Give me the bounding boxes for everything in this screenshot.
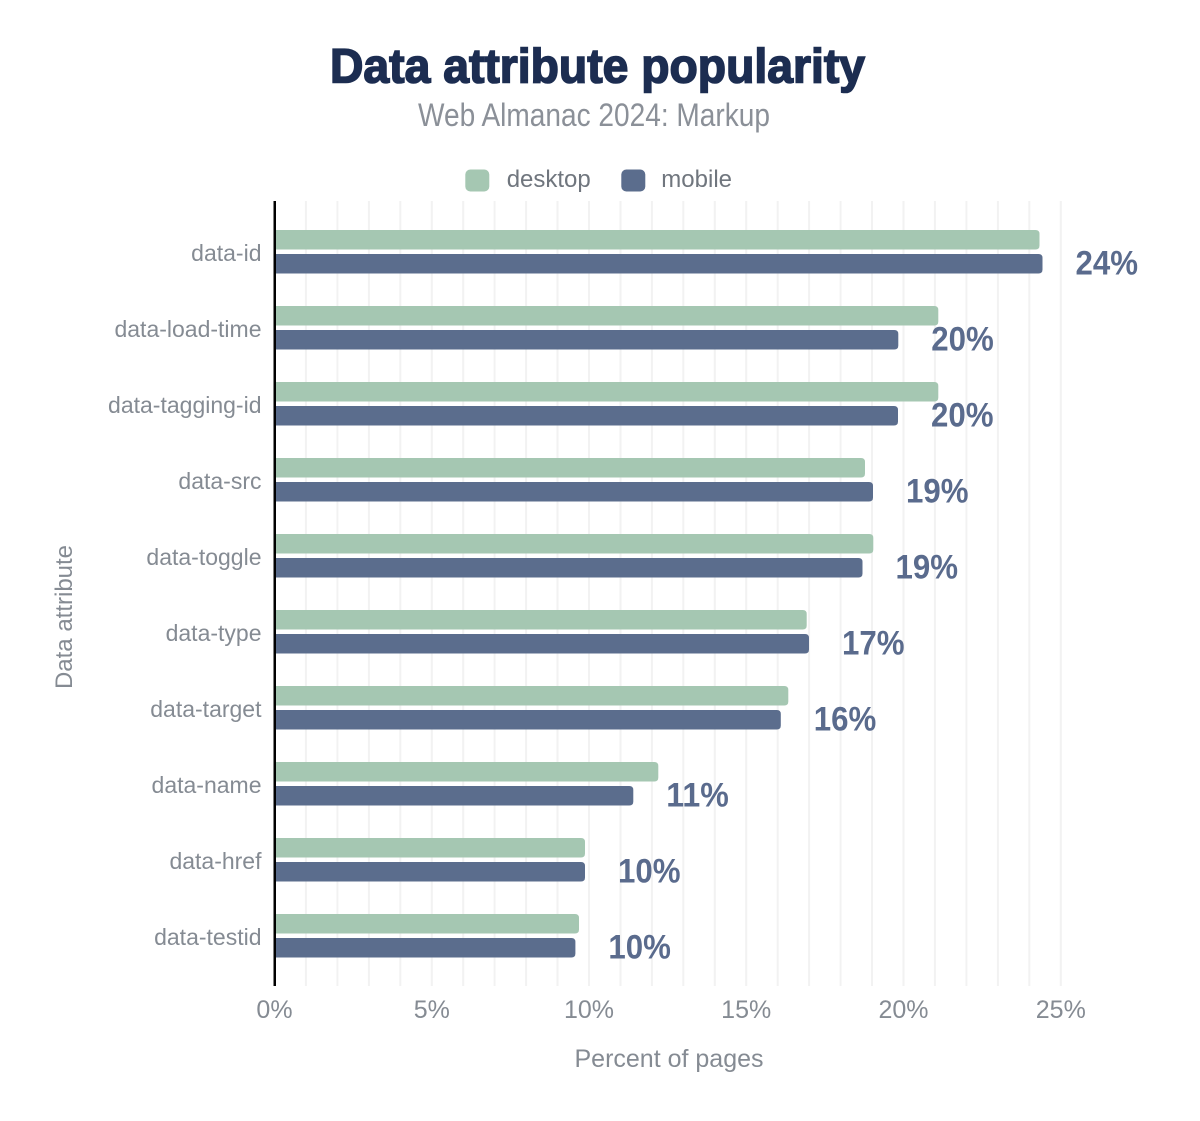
svg-text:data-load-time: data-load-time (114, 316, 261, 342)
svg-text:20%: 20% (878, 996, 928, 1024)
svg-text:mobile: mobile (661, 166, 732, 193)
svg-text:19%: 19% (896, 549, 959, 587)
svg-text:10%: 10% (564, 996, 614, 1024)
svg-text:data-src: data-src (178, 468, 261, 494)
svg-text:19%: 19% (906, 473, 969, 511)
svg-text:5%: 5% (414, 996, 450, 1024)
svg-text:15%: 15% (721, 996, 771, 1024)
svg-text:10%: 10% (618, 853, 681, 891)
svg-text:Percent of pages: Percent of pages (574, 1045, 763, 1073)
svg-text:0%: 0% (256, 996, 292, 1024)
svg-text:data-toggle: data-toggle (146, 544, 261, 570)
svg-text:11%: 11% (666, 777, 729, 815)
svg-text:Data attribute popularity: Data attribute popularity (330, 41, 865, 94)
svg-text:20%: 20% (931, 321, 994, 359)
svg-text:Data attribute: Data attribute (51, 545, 78, 689)
svg-text:data-name: data-name (152, 772, 262, 798)
svg-text:24%: 24% (1076, 245, 1139, 283)
svg-text:17%: 17% (842, 625, 905, 663)
svg-text:data-tagging-id: data-tagging-id (108, 392, 261, 418)
svg-text:20%: 20% (931, 397, 994, 435)
svg-text:16%: 16% (814, 701, 877, 739)
svg-text:data-target: data-target (150, 696, 262, 722)
svg-text:data-id: data-id (191, 240, 261, 266)
svg-text:Web Almanac 2024: Markup: Web Almanac 2024: Markup (418, 97, 770, 133)
svg-text:data-testid: data-testid (154, 924, 261, 950)
svg-text:10%: 10% (608, 929, 671, 967)
svg-text:25%: 25% (1036, 996, 1086, 1024)
svg-text:data-type: data-type (166, 620, 262, 646)
svg-text:desktop: desktop (507, 166, 591, 193)
svg-text:data-href: data-href (169, 848, 262, 874)
